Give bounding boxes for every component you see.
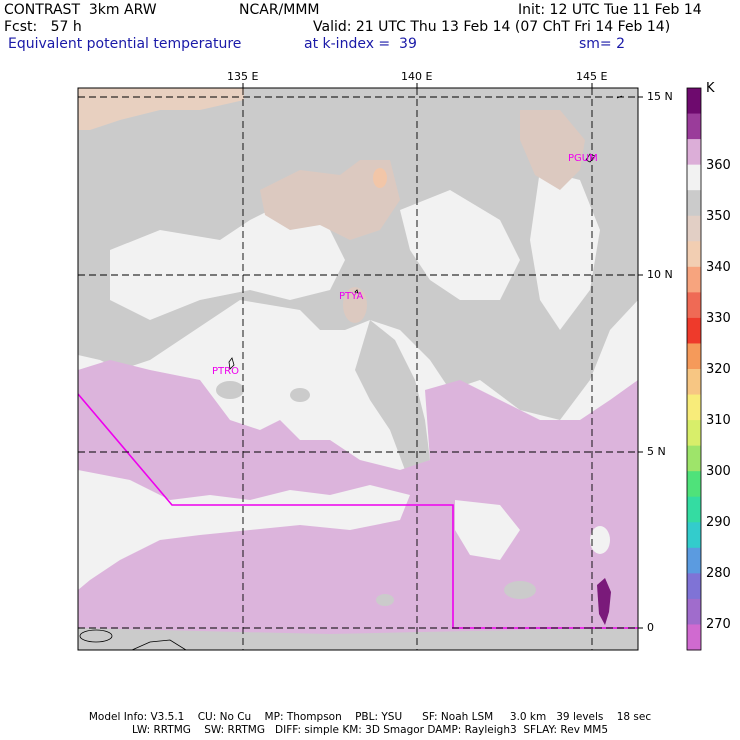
colorbar-label-360: 360 xyxy=(706,158,731,173)
valid-time: Valid: 21 UTC Thu 13 Feb 14 (07 ChT Fri … xyxy=(313,19,671,35)
model-title: CONTRAST 3km ARW xyxy=(4,2,157,18)
inner-domain-boundary xyxy=(78,393,638,629)
colorbar-swatch xyxy=(687,445,701,472)
field-340-ptya xyxy=(343,287,367,323)
colorbar-swatch xyxy=(687,369,701,396)
colorbar-swatch xyxy=(687,139,701,166)
model-info-line2: LW: RRTMG SW: RRTMG DIFF: simple KM: 3D … xyxy=(131,724,609,736)
agency-label: NCAR/MMM xyxy=(239,2,320,18)
field-name: Equivalent potential temperature xyxy=(8,36,242,52)
coastline-s xyxy=(131,639,187,650)
map-fields xyxy=(78,88,638,650)
lon-label-145e: 145 E xyxy=(576,70,608,83)
colorbar-label-270: 270 xyxy=(706,617,731,632)
colorbar-swatch xyxy=(687,496,701,523)
field-light-patch-4 xyxy=(78,470,410,590)
field-light-patch-3 xyxy=(530,170,600,330)
colorbar-label-280: 280 xyxy=(706,566,731,581)
lon-label-135e: 135 E xyxy=(227,70,259,83)
lat-label-5n: 5 N xyxy=(647,445,666,458)
colorbar-swatch xyxy=(687,522,701,549)
colorbar-label-290: 290 xyxy=(706,515,731,530)
colorbar-swatch xyxy=(687,573,701,600)
field-340-blobs xyxy=(260,160,400,240)
island-yap xyxy=(354,289,359,294)
field-grey-blob-1 xyxy=(216,381,244,399)
colorbar-label-300: 300 xyxy=(706,464,731,479)
axis-ticks xyxy=(242,83,643,629)
field-grey-bottom xyxy=(78,626,638,650)
colorbar-label-310: 310 xyxy=(706,413,731,428)
field-grey-blob-2 xyxy=(290,388,310,402)
colorbar-label-320: 320 xyxy=(706,362,731,377)
colorbar-swatch xyxy=(687,113,701,140)
colorbar-swatch xyxy=(687,547,701,574)
colorbar-swatch xyxy=(687,215,701,242)
level-index: at k-index = 39 xyxy=(304,36,417,52)
colorbar-swatch xyxy=(687,317,701,344)
colorbar xyxy=(686,87,702,651)
field-grey-blob-4 xyxy=(376,594,394,606)
colorbar-swatch xyxy=(687,266,701,293)
station-label-pgum: PGUM xyxy=(568,153,598,164)
colorbar-swatch xyxy=(687,241,701,268)
lat-lon-grid xyxy=(78,88,638,650)
lat-label-10n: 10 N xyxy=(647,268,673,281)
colorbar-label-350: 350 xyxy=(706,209,731,224)
field-grey-tongue xyxy=(355,320,430,470)
lat-label-15n: 15 N xyxy=(647,90,673,103)
colorbar-frame xyxy=(686,87,702,651)
colorbar-swatch xyxy=(687,88,701,115)
station-label-ptya: PTYA xyxy=(339,291,363,302)
field-light-blob xyxy=(590,526,610,554)
smoothing: sm= 2 xyxy=(579,36,626,52)
lat-label-0: 0 xyxy=(647,621,654,634)
field-370-tongue xyxy=(597,578,611,625)
station-label-ptro: PTRO xyxy=(212,366,239,377)
colorbar-label-340: 340 xyxy=(706,260,731,275)
forecast-hour: Fcst: 57 h xyxy=(4,19,82,35)
island-guam xyxy=(585,153,596,163)
colorbar-swatch xyxy=(687,190,701,217)
field-grey-blob-3 xyxy=(504,581,536,599)
coastline-sw xyxy=(79,629,113,643)
colorbar-unit: K xyxy=(706,81,715,96)
colorbar-swatch xyxy=(687,624,701,651)
colorbar-swatch xyxy=(687,343,701,370)
map-frame xyxy=(77,87,639,651)
init-time: Init: 12 UTC Tue 11 Feb 14 xyxy=(518,2,702,18)
colorbar-swatch xyxy=(687,598,701,625)
field-light-patch-2 xyxy=(400,190,520,300)
field-340-east xyxy=(520,110,585,190)
colorbar-swatch xyxy=(687,394,701,421)
model-info-line1: Model Info: V3.5.1 CU: No Cu MP: Thompso… xyxy=(88,711,652,723)
colorbar-label-330: 330 xyxy=(706,311,731,326)
colorbar-swatch xyxy=(687,471,701,498)
field-340-nw xyxy=(78,88,244,130)
field-350-band xyxy=(78,88,638,420)
field-light-patch-1 xyxy=(110,200,345,320)
colorbar-swatch xyxy=(687,164,701,191)
field-340-core xyxy=(373,168,387,188)
colorbar-swatch xyxy=(687,292,701,319)
island-palau xyxy=(228,357,235,370)
colorbar-swatch xyxy=(687,420,701,447)
field-light-patch-5 xyxy=(455,500,520,560)
lon-label-140e: 140 E xyxy=(401,70,433,83)
